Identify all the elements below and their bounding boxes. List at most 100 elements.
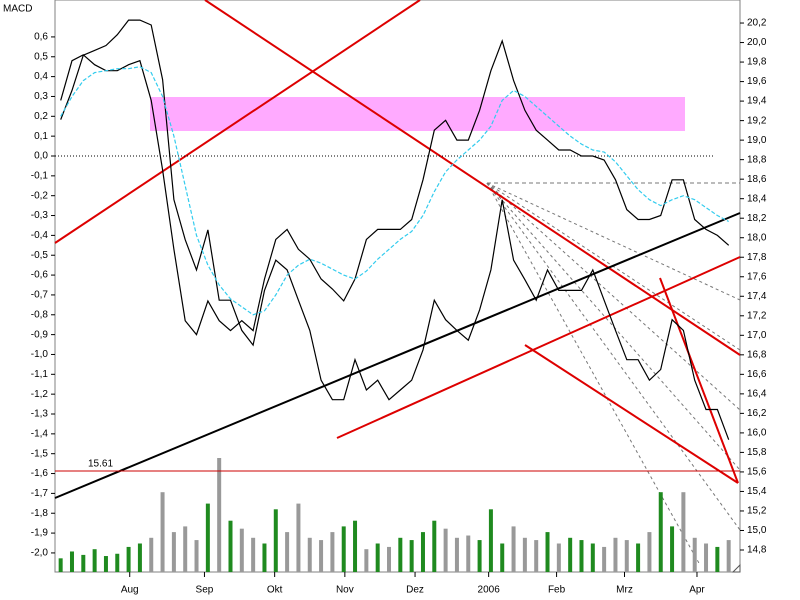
- y2-tick-label: 18,4: [747, 193, 767, 204]
- volume-bar: [409, 540, 414, 572]
- y2-tick-label: 19,0: [747, 135, 767, 146]
- fan-line: [486, 182, 741, 411]
- x-tick-label: Feb: [548, 585, 566, 596]
- volume-bar: [296, 503, 301, 572]
- volume-bar: [81, 554, 86, 572]
- volume-bar: [613, 537, 618, 572]
- volume-bar: [115, 553, 120, 572]
- support-label: 15.61: [88, 459, 113, 470]
- volume-bar: [624, 540, 629, 572]
- y-tick-label: 0,2: [34, 111, 48, 122]
- y2-tick-label: 18,8: [747, 154, 767, 165]
- volume-bar: [228, 520, 233, 572]
- y2-tick-label: 19,2: [747, 115, 767, 126]
- series-line: [60, 66, 729, 316]
- series-line: [60, 19, 730, 440]
- y2-tick-label: 17,8: [747, 252, 767, 263]
- y2-tick-label: 14,8: [747, 545, 767, 556]
- y2-tick-label: 19,6: [747, 76, 767, 87]
- volume-bar: [137, 543, 142, 572]
- volume-bar: [511, 526, 516, 572]
- indicator-label: MACD: [3, 4, 32, 15]
- y2-tick-label: 18,2: [747, 213, 767, 224]
- volume-bar: [579, 540, 584, 572]
- volume-bar: [319, 540, 324, 572]
- volume-bar: [522, 537, 527, 572]
- y-tick-label: -0,3: [31, 210, 49, 221]
- volume-bar: [704, 543, 709, 572]
- plot-frame: [54, 0, 741, 573]
- volume-bar: [307, 537, 312, 572]
- y2-tick-label: 17,4: [747, 291, 767, 302]
- y2-tick-label: 16,2: [747, 408, 767, 419]
- volume-bar: [353, 520, 358, 572]
- volume-bar: [692, 537, 697, 572]
- volume-bar: [285, 532, 290, 572]
- volume-bar: [636, 543, 641, 572]
- fan-line: [486, 182, 701, 566]
- y2-tick-label: 18,6: [747, 174, 767, 185]
- volume-bar: [477, 540, 482, 572]
- black-trend-line: [54, 212, 741, 499]
- y-tick-label: -1,6: [31, 468, 49, 479]
- y2-tick-label: 19,8: [747, 57, 767, 68]
- y2-tick-label: 20,0: [747, 37, 767, 48]
- volume-bar: [58, 558, 63, 572]
- volume-bar: [217, 458, 222, 572]
- y2-tick-label: 16,0: [747, 428, 767, 439]
- volume-bar: [149, 537, 154, 572]
- volume-bar: [466, 535, 471, 572]
- x-tick-label: Nov: [336, 585, 354, 596]
- volume-bar: [205, 503, 210, 572]
- volume-bar: [488, 509, 493, 572]
- y2-tick-label: 17,0: [747, 330, 767, 341]
- volume-bar: [534, 540, 539, 572]
- red-trend-line: [204, 0, 741, 356]
- volume-bar: [171, 532, 176, 572]
- y-tick-label: -0,5: [31, 250, 49, 261]
- volume-bar: [590, 543, 595, 572]
- volume-bar: [375, 543, 380, 572]
- resize-grip: [731, 563, 741, 573]
- volume-bar: [556, 543, 561, 572]
- y2-tick-label: 18,0: [747, 232, 767, 243]
- y-tick-label: 0,0: [34, 151, 48, 162]
- x-tick-label: Okt: [267, 585, 283, 596]
- volume-bar: [398, 537, 403, 572]
- y-tick-label: -0,9: [31, 329, 49, 340]
- x-tick-label: Aug: [121, 585, 139, 596]
- y-tick-label: -0,2: [31, 190, 49, 201]
- y2-tick-label: 17,6: [747, 271, 767, 282]
- volume-bar: [103, 556, 108, 572]
- y2-tick-label: 19,4: [747, 96, 767, 107]
- y2-tick-label: 15,0: [747, 525, 767, 536]
- y-tick-label: 0,6: [34, 32, 48, 43]
- volume-bar: [454, 537, 459, 572]
- y2-tick-label: 16,8: [747, 349, 767, 360]
- y-tick-label: -1,7: [31, 488, 49, 499]
- volume-bar: [92, 549, 97, 572]
- volume-bar: [670, 526, 675, 572]
- volume-bar: [420, 532, 425, 572]
- red-trend-line: [659, 277, 739, 484]
- y2-tick-label: 15,8: [747, 447, 767, 458]
- volume-bar: [432, 520, 437, 572]
- y-tick-label: 0,3: [34, 91, 48, 102]
- y2-tick-label: 15,4: [747, 486, 767, 497]
- x-tick-label: Mrz: [616, 585, 633, 596]
- volume-bar: [341, 526, 346, 572]
- y-tick-label: 0,5: [34, 51, 48, 62]
- fan-line: [486, 182, 741, 471]
- red-trend-line: [336, 256, 741, 439]
- volume-bar: [69, 551, 74, 572]
- y2-tick-label: 16,4: [747, 388, 767, 399]
- y-tick-label: -1,5: [31, 448, 49, 459]
- y-tick-label: -2,0: [31, 548, 49, 559]
- highlight-zone: [150, 97, 685, 131]
- y-tick-label: -0,7: [31, 290, 49, 301]
- y-tick-label: -1,8: [31, 508, 49, 519]
- volume-bar: [568, 537, 573, 572]
- volume-bar: [726, 540, 731, 572]
